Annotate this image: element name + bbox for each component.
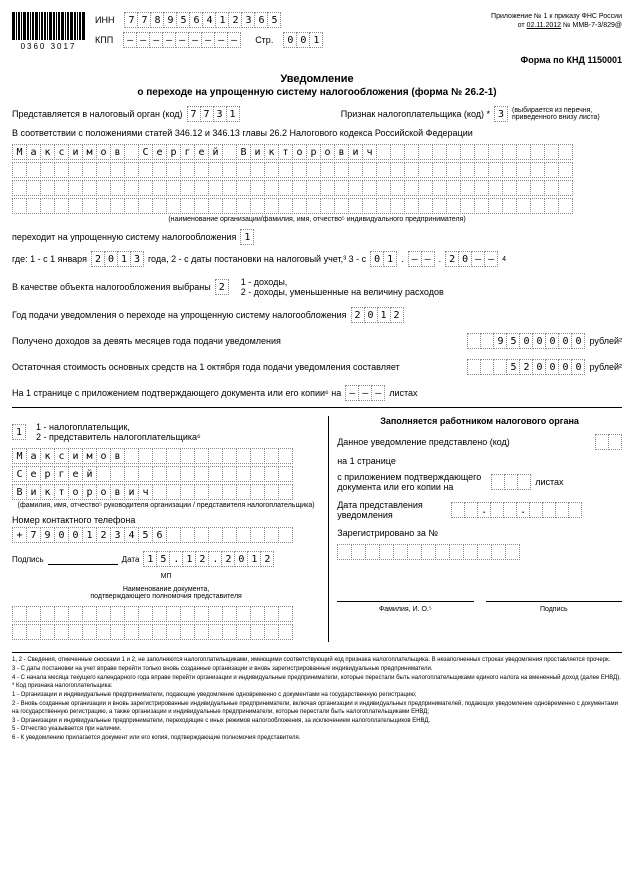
- two-col: 1 1 - налогоплательщик, 2 - представител…: [12, 416, 622, 642]
- subtitle: о переходе на упрощенную систему налогоо…: [12, 87, 622, 98]
- inn-label: ИНН: [95, 15, 114, 25]
- inn-cells: 778956412365: [124, 12, 281, 28]
- year-notice: Год подачи уведомления о переходе на упр…: [12, 307, 622, 323]
- title: Уведомление: [12, 73, 622, 85]
- kpp-label: КПП: [95, 35, 113, 45]
- str-cells: 001: [283, 32, 323, 48]
- barcode-text: 0360 3017: [21, 42, 77, 51]
- income-line: Получено доходов за девять месяцев года …: [12, 333, 622, 349]
- form-code: Форма по КНД 1150001: [12, 55, 622, 65]
- str-label: Стр.: [255, 35, 273, 45]
- col-right: Заполняется работником налогового органа…: [329, 416, 622, 642]
- attachment-note: Приложение № 1 к приказу ФНС России от 0…: [491, 12, 622, 30]
- line-org: Представляется в налоговый орган (код) 7…: [12, 106, 622, 122]
- residual-line: Остаточная стоимость основных средств на…: [12, 359, 622, 375]
- barcode: 0360 3017: [12, 12, 85, 51]
- line-basis: В соответствии с положениями статей 346.…: [12, 128, 622, 138]
- transition-line: переходит на упрощенную систему налогооб…: [12, 229, 622, 245]
- footnotes: 1, 2 - Сведения, отмеченные сносками 1 и…: [12, 652, 622, 743]
- header: 0360 3017 ИНН 778956412365 КПП –––––––––…: [12, 12, 622, 51]
- name-rows: МаксимовСергейВикторович: [12, 144, 622, 214]
- pages-line: На 1 странице с приложением подтверждающ…: [12, 385, 622, 401]
- col-left: 1 1 - налогоплательщик, 2 - представител…: [12, 416, 329, 642]
- kpp-cells: –––––––––: [123, 32, 241, 48]
- name-note: (наименование организации/фамилия, имя, …: [12, 216, 622, 223]
- object-line: В качестве объекта налогообложения выбра…: [12, 277, 622, 297]
- left-doc-rows: [12, 606, 320, 640]
- left-fio-rows: МаксимовСергейВикторович: [12, 448, 320, 500]
- transition-where: где: 1 - с 1 января 2013 года, 2 - с дат…: [12, 251, 622, 267]
